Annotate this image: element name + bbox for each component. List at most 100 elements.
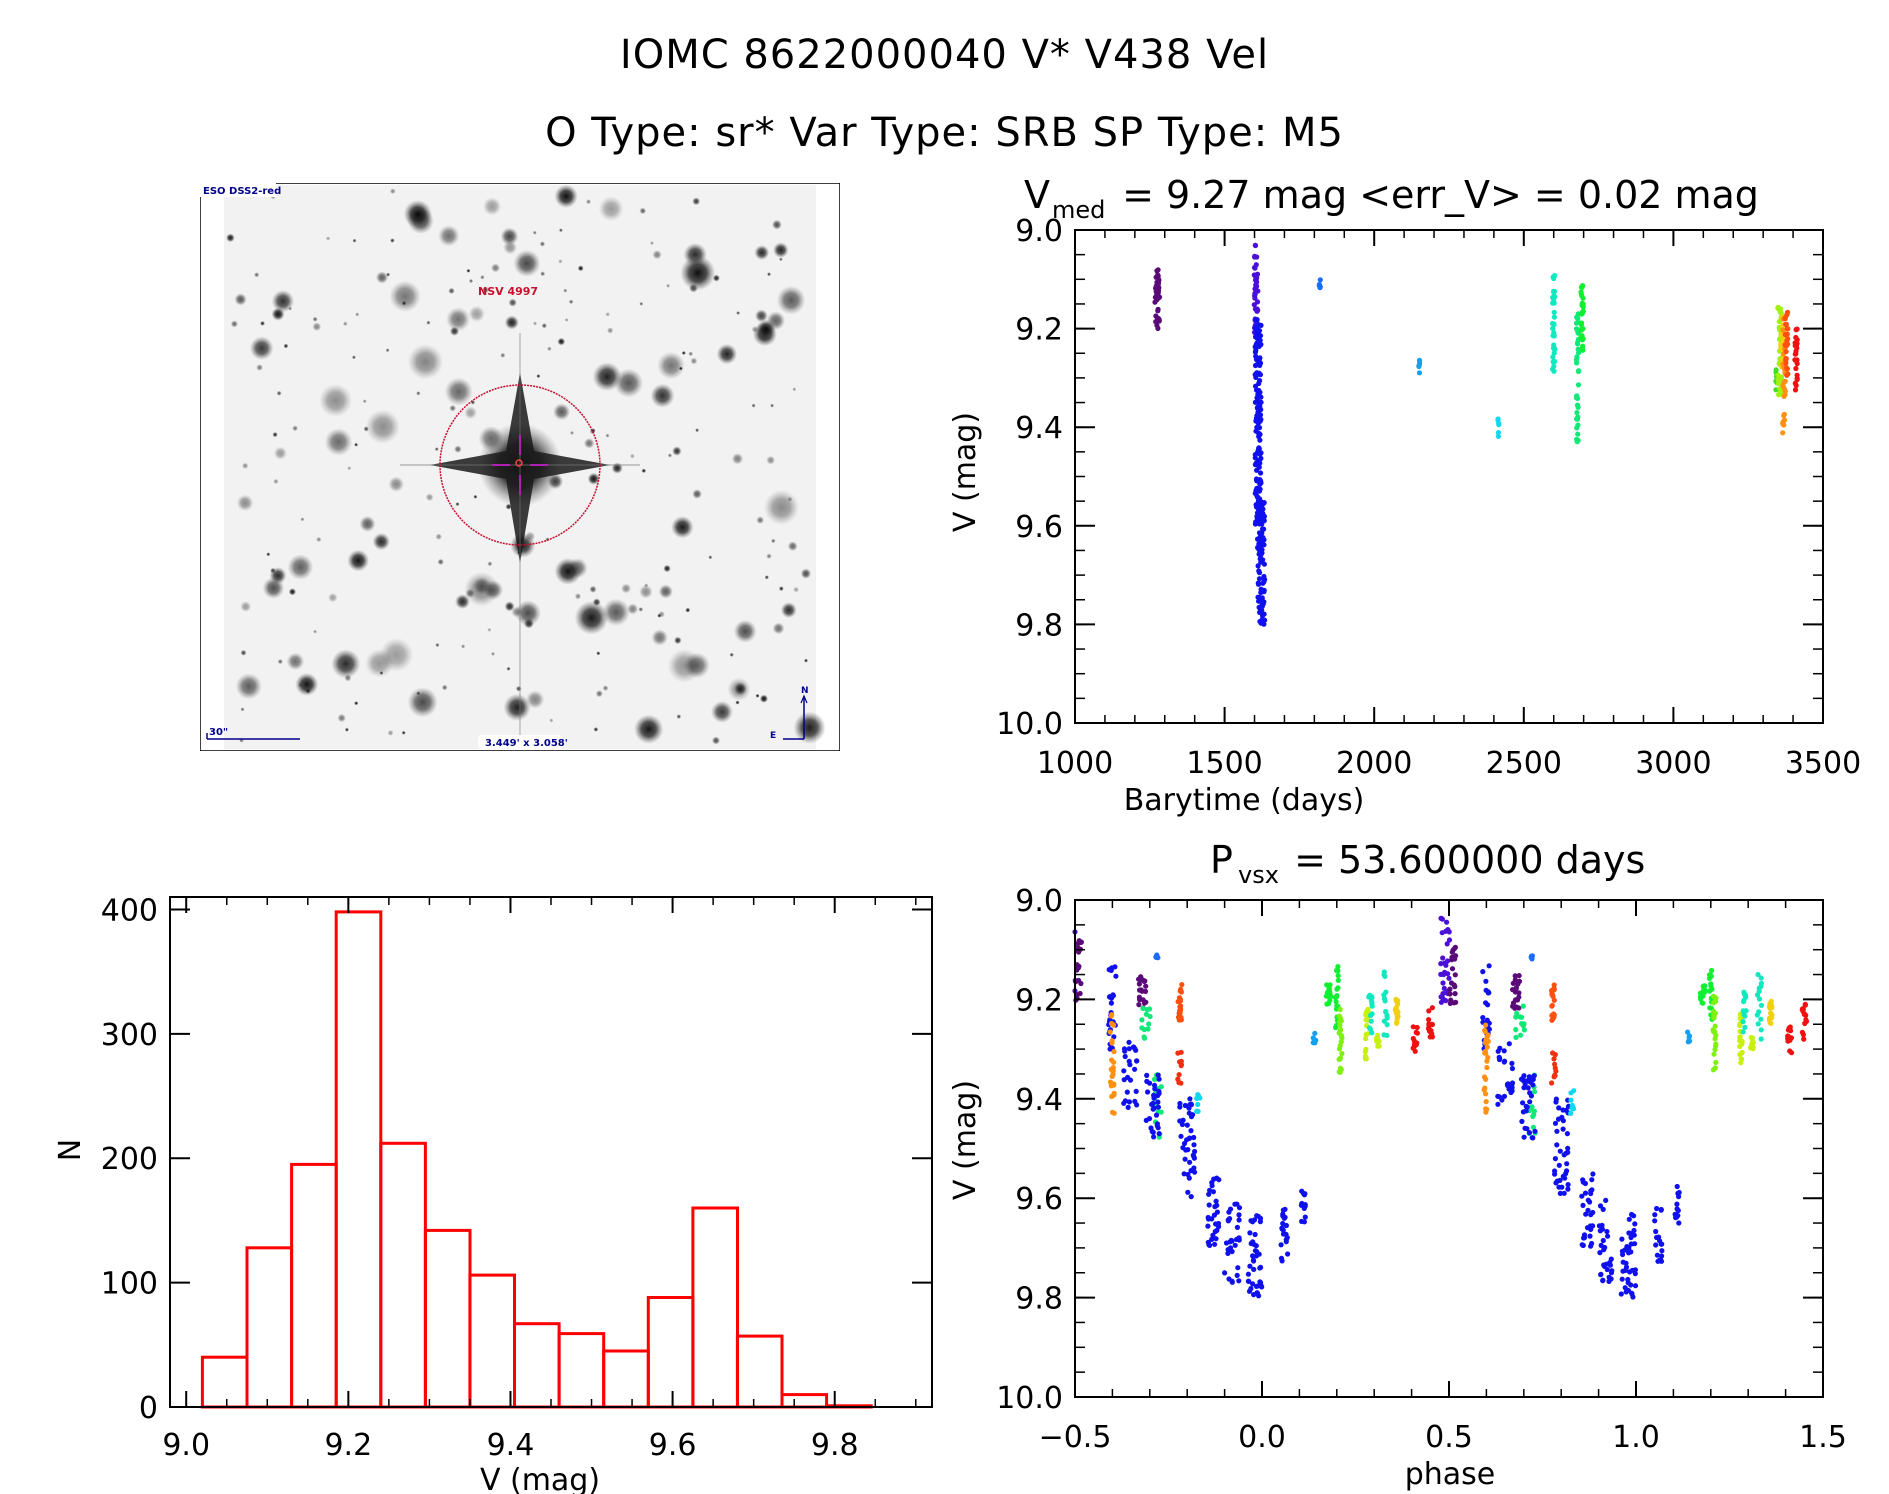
data-point — [1778, 360, 1784, 366]
data-point — [1158, 1109, 1164, 1115]
data-point — [1151, 1134, 1157, 1140]
data-point — [1480, 1019, 1486, 1025]
data-point — [1483, 1019, 1489, 1025]
data-point — [1580, 347, 1586, 353]
data-point — [1620, 1259, 1626, 1265]
data-point — [1412, 1041, 1418, 1047]
data-point — [1255, 418, 1261, 424]
data-point — [1108, 1000, 1114, 1006]
data-point — [1254, 279, 1260, 285]
data-point — [1521, 1027, 1527, 1033]
data-point — [1783, 349, 1789, 355]
data-point — [1582, 1180, 1588, 1187]
data-point — [1702, 989, 1708, 995]
data-point — [1256, 521, 1262, 527]
data-point — [1779, 315, 1786, 321]
star — [771, 538, 776, 544]
data-point — [1778, 331, 1784, 337]
data-point — [1334, 1003, 1340, 1009]
data-point — [1526, 1130, 1533, 1136]
data-point — [1802, 1001, 1808, 1008]
star — [711, 736, 721, 745]
data-point — [1575, 368, 1582, 375]
star — [736, 311, 741, 315]
data-point — [1787, 1024, 1793, 1030]
data-point — [1792, 357, 1798, 363]
data-point — [1602, 1244, 1608, 1251]
data-point — [1578, 284, 1584, 290]
data-point — [1178, 1049, 1184, 1055]
data-point — [1483, 1109, 1489, 1115]
histogram-bar — [290, 1162, 338, 1409]
data-point — [1252, 306, 1258, 312]
data-point — [1711, 1008, 1717, 1014]
data-point — [1257, 412, 1264, 418]
data-point — [1565, 1145, 1571, 1151]
data-point — [1259, 595, 1265, 601]
data-point — [1575, 319, 1581, 325]
data-point — [1447, 991, 1453, 997]
data-point — [1708, 983, 1714, 990]
data-point — [1283, 1231, 1289, 1237]
data-point — [1254, 328, 1260, 334]
data-point — [1327, 982, 1333, 988]
data-point — [1132, 1066, 1138, 1072]
data-point — [1227, 1216, 1233, 1222]
data-point — [1438, 971, 1444, 978]
data-point — [1252, 1248, 1258, 1254]
data-point — [1254, 485, 1260, 491]
data-point — [1549, 1017, 1555, 1023]
data-point — [1513, 1027, 1519, 1033]
data-point — [1549, 989, 1555, 995]
data-point — [1451, 982, 1457, 988]
data-point — [1178, 1058, 1184, 1064]
data-point — [1776, 348, 1783, 354]
data-point — [1258, 501, 1265, 507]
data-point — [1278, 1255, 1285, 1261]
data-point — [1675, 1207, 1681, 1214]
data-point — [1216, 1224, 1222, 1230]
data-point — [1775, 377, 1781, 383]
data-point — [1495, 433, 1501, 439]
data-point — [1138, 974, 1144, 980]
data-point — [1580, 343, 1586, 349]
data-point — [1126, 1058, 1132, 1064]
data-point — [1525, 1078, 1531, 1084]
data-point — [1280, 1207, 1286, 1213]
data-point — [1257, 412, 1263, 418]
data-point — [1256, 551, 1262, 557]
data-point — [1599, 1222, 1605, 1228]
star — [464, 406, 478, 420]
data-point — [1365, 1017, 1371, 1023]
data-point — [1261, 500, 1267, 506]
data-point — [1769, 1012, 1775, 1018]
data-point — [1250, 1257, 1256, 1263]
data-point — [1253, 333, 1259, 339]
data-point — [1258, 450, 1264, 456]
data-point — [1552, 1171, 1558, 1177]
data-point — [1629, 1291, 1635, 1297]
data-point — [1700, 988, 1706, 994]
data-point — [1186, 1105, 1192, 1111]
data-point — [1365, 1009, 1371, 1015]
data-point — [1578, 320, 1585, 326]
data-point — [1713, 1041, 1719, 1047]
data-point — [1598, 1271, 1604, 1277]
data-point — [1107, 1029, 1113, 1035]
data-point — [1205, 1216, 1212, 1222]
data-point — [1374, 1038, 1380, 1044]
data-point — [1234, 1201, 1240, 1207]
star — [574, 600, 609, 635]
star — [300, 517, 305, 522]
star — [487, 627, 492, 632]
data-point — [1550, 274, 1556, 280]
data-point — [1261, 579, 1267, 585]
y-tick-label: 9.0 — [1015, 214, 1063, 249]
data-point — [1261, 599, 1267, 605]
data-point — [1234, 1224, 1240, 1230]
star — [379, 671, 384, 675]
light-curve-title-main: V — [1024, 173, 1050, 217]
data-point — [1444, 958, 1451, 964]
data-point — [1154, 1085, 1160, 1092]
